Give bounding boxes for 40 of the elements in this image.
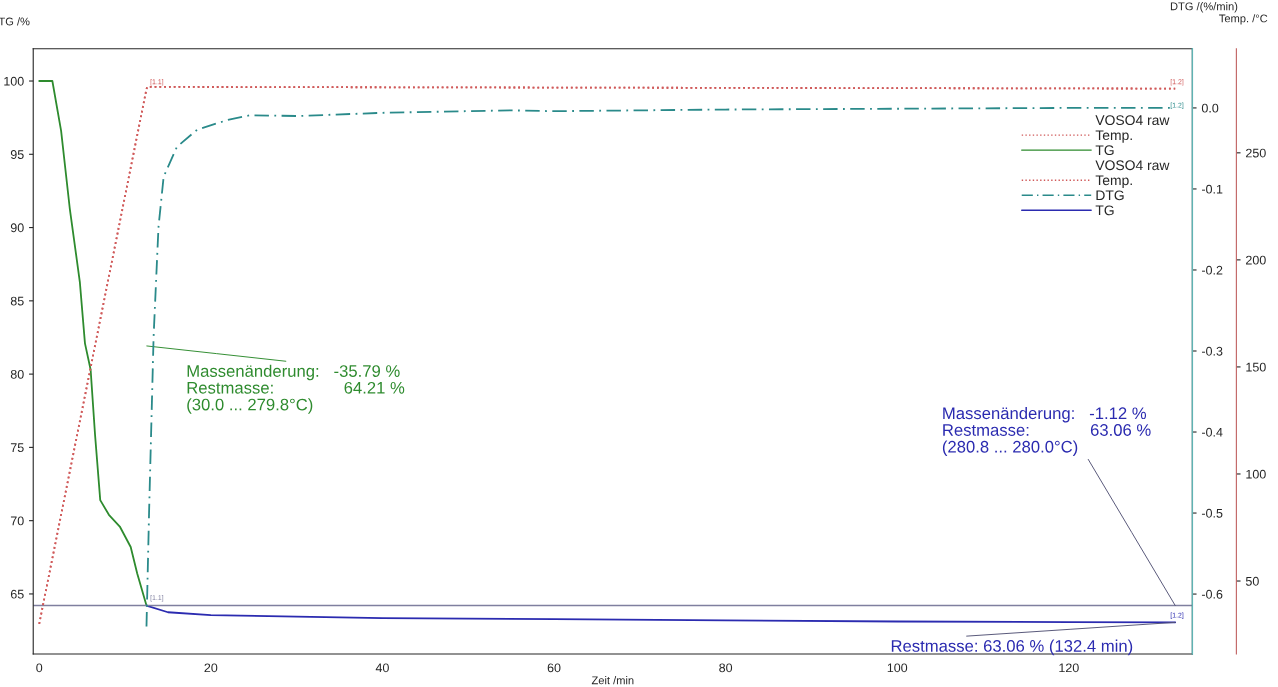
x-tick-label: 20: [204, 663, 218, 673]
legend-label: TG: [1095, 205, 1114, 216]
legend-label: TG: [1095, 145, 1114, 156]
x-tick-label: 80: [719, 663, 733, 673]
x-tick-label: 60: [547, 663, 561, 673]
text: VOSO4 raw: [1095, 115, 1170, 126]
y2-tick-label: 0.0: [1201, 103, 1219, 113]
annotation: Massenänderung: -1.12 % Restmasse: 63.06 % (280.8 ... 280.0°C): [942, 406, 1151, 456]
y-tick-label: 95: [10, 150, 24, 159]
y3-tick-label: 250: [1246, 148, 1266, 158]
legend-label: Temp.: [1095, 130, 1132, 143]
y-tick-label: 100: [4, 76, 24, 86]
y2-tick-label: -0.4: [1201, 427, 1223, 437]
annotation: Restmasse: 63.06 % (132.4 min): [891, 639, 1133, 656]
y-tick-label: 80: [10, 369, 24, 379]
y2-tick-label: -0.2: [1201, 265, 1223, 275]
legend-label: DTG: [1096, 190, 1124, 201]
y2-tick-label: -0.3: [1201, 346, 1223, 356]
annotation: Massenänderung: -35.79 % Restmasse: 64.21 % (30.0 ... 279.8°C): [187, 364, 405, 414]
y3-tick-label: 50: [1245, 576, 1259, 586]
y3-tick-label: 150: [1246, 362, 1266, 372]
x-tick-label: 0: [36, 663, 43, 673]
y2-tick-label: -0.6: [1201, 589, 1223, 599]
y-tick-label: 90: [10, 223, 24, 233]
y-tick-label: 85: [10, 296, 24, 306]
y2-axis-title: DTG /(%/min): [1170, 2, 1238, 13]
y3-tick-label: 100: [1246, 469, 1266, 479]
x-tick-label: 100: [887, 663, 908, 673]
y-tick-label: 70: [10, 516, 24, 526]
x-tick-label: 40: [375, 663, 389, 673]
y3-axis-title: Temp. /°C: [1219, 14, 1268, 25]
y2-tick-label: -0.5: [1201, 508, 1223, 518]
y-tick-label: 65: [10, 589, 24, 599]
legend-label: Temp.: [1095, 175, 1132, 188]
text: VOSO4 raw: [1095, 160, 1170, 171]
y2-tick-label: -0.1: [1201, 184, 1223, 194]
y3-tick-label: 200: [1246, 255, 1266, 265]
x-axis-title: Zeit /min: [591, 676, 634, 685]
y-tick-label: 75: [10, 443, 24, 453]
x-tick-label: 120: [1059, 663, 1079, 673]
